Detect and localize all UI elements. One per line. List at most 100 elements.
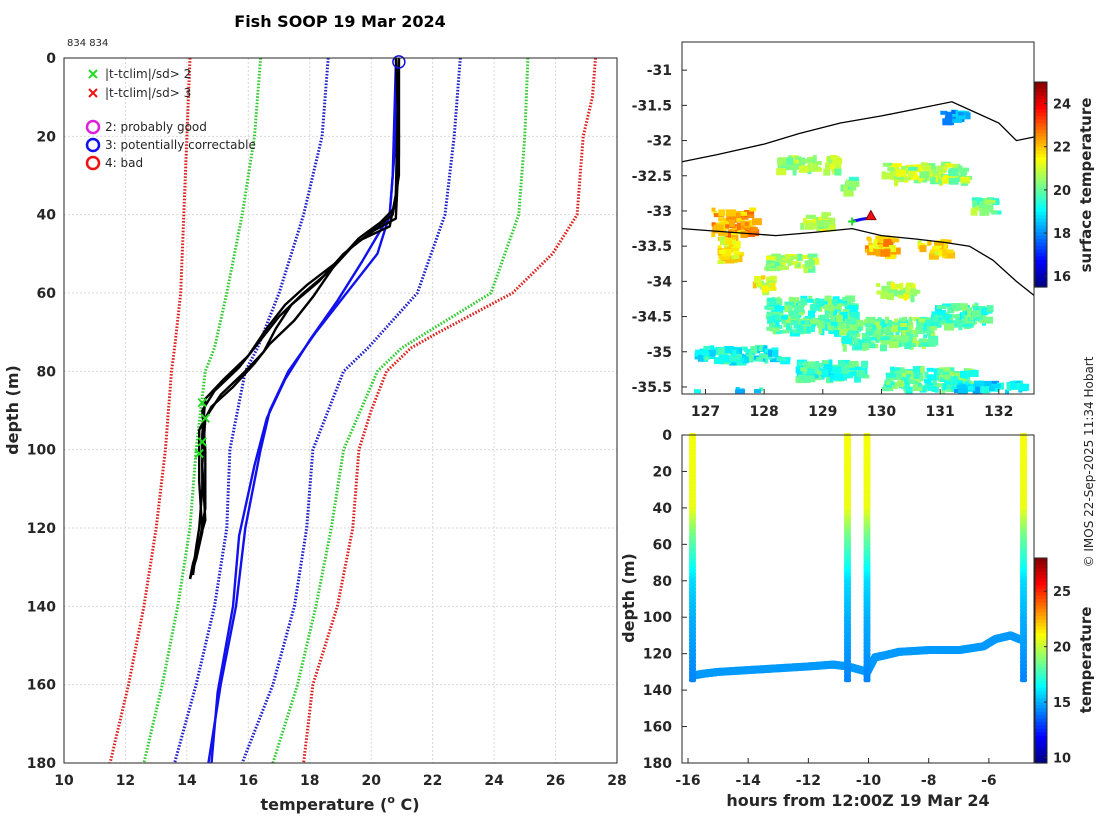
profile-point [844,677,851,683]
time-x-tick-label: -8 [921,773,937,789]
time-depth-axes-box [681,434,1035,764]
sst-pixel [922,323,927,331]
sst-pixel [890,288,897,296]
sst-pixel [917,340,925,348]
colorbar-segment [1035,588,1047,593]
sst-pixel [797,361,808,366]
x-tick-label: 18 [300,773,319,789]
sst-pixel [822,361,833,369]
series-line-profile-1 [191,57,401,572]
sst-pixel [772,330,780,335]
legend-label: |t-tclim|/sd> 2 [105,67,191,81]
y-tick-label: 140 [27,599,56,615]
sst-pixel [834,168,842,176]
colorbar-segment [1035,177,1047,182]
sst-pixel [907,378,912,383]
colorbar-segment [1035,684,1047,689]
sst-pixel [960,303,968,311]
sst-pixel [761,275,766,280]
colorbar-segment [1035,198,1047,203]
sst-pixel [747,214,755,219]
sst-pixel [921,342,929,347]
sst-pixel [910,295,915,303]
sst-pixel [920,329,925,334]
sst-pixel [936,373,941,381]
time-depth-panel: -16 -14 -12 -10 -8 -6 0 20 40 60 80 100 120 140 160 180… [619,428,1095,810]
sst-pixel [942,303,952,308]
sst-pixel [919,171,930,179]
colorbar-segment [1035,249,1047,254]
sst-pixel [893,376,903,380]
colorbar-segment [1035,691,1047,696]
colorbar-segment [1035,99,1047,104]
sst-pixel [726,215,737,223]
sst-pixel [989,387,999,391]
sst-pixel [741,356,749,364]
sst-pixel [983,316,994,324]
colorbar-segment [1035,119,1047,124]
colorbar-segment [1035,722,1047,727]
colorbar-segment [1035,82,1047,87]
sst-pixel [927,374,938,382]
sst-pixel [964,315,969,322]
sst-pixel [925,382,929,390]
sst-pixel [979,319,984,324]
map-y-tick-label: -31 [647,63,672,79]
sst-pixel [890,369,895,377]
map-y-tick-label: -35.5 [632,380,672,396]
sst-pixel [782,257,790,262]
sst-pixel [923,338,934,343]
sst-pixel [940,239,948,244]
sst-pixel [862,343,870,351]
sst-pixel [846,372,857,377]
sst-pixel [918,318,926,323]
sst-pixel [903,316,907,321]
sst-pixel [856,319,864,327]
colorbar-segment [1035,116,1047,121]
colorbar-segment [1035,749,1047,754]
time-x-tick-label: -10 [856,773,882,789]
sst-pixel [916,323,924,330]
sst-pixel [880,324,891,328]
profile-point [1020,677,1027,683]
legend: |t-tclim|/sd> 2 |t-tclim|/sd> 3 2: probabl… [85,67,256,171]
sst-pixel [771,253,782,261]
y-tick-label: 20 [37,129,57,145]
time-y-tick-label: 80 [653,574,673,590]
sst-pixel [877,317,882,322]
sst-pixel [916,375,921,383]
sst-pixel [749,220,754,227]
sst-pixel [732,239,736,244]
sst-pixel [920,178,928,183]
sst-pixel [971,197,982,202]
sst-pixel [754,276,761,283]
time-axis-label: hours from 12:00Z 19 Mar 24 [726,791,989,810]
x-tick-label: 24 [484,773,504,789]
sst-pixel [744,347,748,352]
colorbar-segment [1035,605,1047,610]
colorbar-tick-label: 16 [1053,270,1071,285]
sst-pixel [849,311,860,319]
x-tick-label: 22 [423,773,442,789]
sst-pixel [744,222,749,226]
sst-pixel [818,326,823,334]
sst-pixel [979,208,990,216]
sst-pixel [865,333,870,338]
colorbar-segment [1035,187,1047,192]
sst-pixel [761,357,766,362]
sst-pixel [924,379,931,384]
map-colorbar: 16 18 20 22 24 [1034,81,1071,288]
colorbar-segment [1035,622,1047,627]
sst-pixel [813,163,818,171]
sst-pixel [846,332,851,337]
colorbar-segment [1035,218,1047,223]
sst-pixel [807,253,818,258]
sst-pixel [913,371,921,379]
sst-pixel [925,325,933,333]
colorbar-tick-label: 15 [1053,696,1071,711]
colorbar-segment [1035,704,1047,709]
sst-pixel [838,360,845,368]
colorbar-segment [1035,109,1047,114]
sst-pixel [885,252,896,260]
